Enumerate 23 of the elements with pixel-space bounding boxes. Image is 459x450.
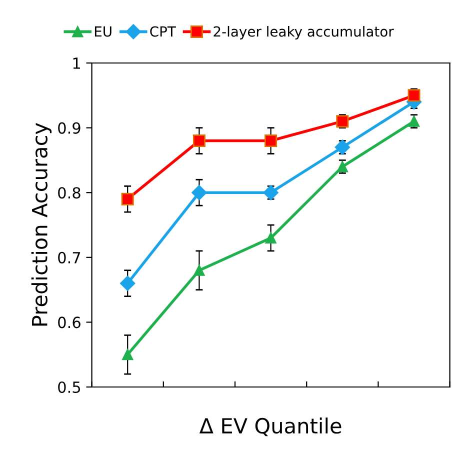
y-tick-label: 0.5 [58, 381, 80, 394]
point [192, 134, 206, 148]
y-tick-label: 1 [73, 58, 80, 69]
point [122, 349, 134, 360]
legend-label: EU [94, 26, 112, 37]
point [263, 185, 278, 200]
x-axis-title: Δ EV Quantile [199, 418, 342, 436]
y-tick-label: 0.8 [58, 187, 80, 199]
point [265, 232, 276, 244]
point [334, 140, 350, 155]
y-axis-title: Prediction Accuracy [31, 123, 52, 326]
point [120, 276, 136, 291]
y-tick-label: 0.9 [58, 122, 80, 134]
point [194, 264, 205, 276]
point [408, 89, 420, 102]
legend-label: 2-layer leaky accumulator [214, 26, 394, 40]
point [192, 185, 207, 200]
legend-label: CPT [150, 26, 176, 37]
point [121, 192, 134, 206]
point [336, 115, 349, 128]
point [264, 134, 278, 148]
y-tick-label: 0.6 [58, 316, 80, 328]
y-tick-label: 0.7 [58, 252, 80, 264]
